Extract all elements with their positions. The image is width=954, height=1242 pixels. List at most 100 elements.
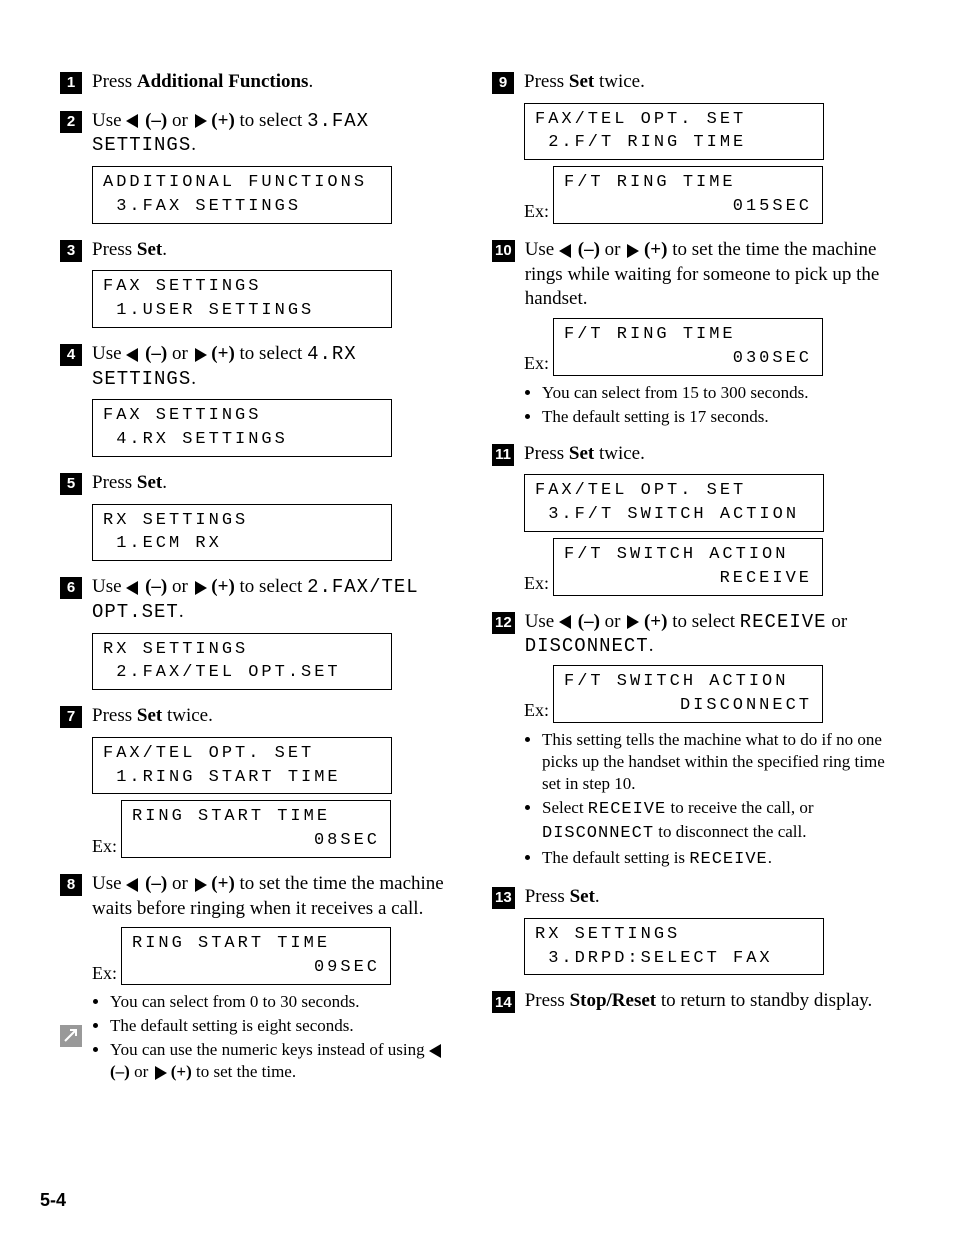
step-9: 9 Press Set twice. FAX/TEL OPT. SET 2.F/… xyxy=(492,70,894,224)
text: to select xyxy=(235,110,307,131)
button-name: Stop/Reset xyxy=(570,990,657,1011)
text: . xyxy=(191,368,196,389)
menu-option: DISCONNECT xyxy=(525,635,649,657)
lcd-display: RING START TIME 08SEC xyxy=(121,800,391,858)
step-6: 6 Use (–) or (+) to select 2.FAX/TEL OPT… xyxy=(60,575,462,690)
text: . xyxy=(191,134,196,155)
lcd-line: RING START TIME xyxy=(132,934,330,953)
text: . xyxy=(308,71,313,92)
text: Select xyxy=(542,798,588,817)
text: or xyxy=(130,1062,153,1081)
page-columns: 1 Press Additional Functions. 2 Use (–) … xyxy=(60,70,894,1097)
step-badge: 5 xyxy=(60,473,82,495)
step-8: 8 Use (–) or (+) to set the time the mac… xyxy=(60,872,462,1083)
step-text: Press Additional Functions. xyxy=(92,70,462,95)
label: (+) xyxy=(211,343,234,364)
button-name: Set xyxy=(137,239,162,260)
label: (+) xyxy=(211,110,234,131)
text: Press xyxy=(524,71,569,92)
lcd-display: F/T RING TIME 015SEC xyxy=(553,166,823,224)
text: Use xyxy=(92,343,126,364)
button-name: Set xyxy=(570,886,595,907)
label: (+) xyxy=(211,873,234,894)
step-badge: 7 xyxy=(60,706,82,728)
example-label: Ex: xyxy=(524,200,549,223)
step-11: 11 Press Set twice. FAX/TEL OPT. SET 3.F… xyxy=(492,442,894,596)
example-label: Ex: xyxy=(92,962,117,985)
left-column: 1 Press Additional Functions. 2 Use (–) … xyxy=(60,70,462,1097)
triangle-right-icon xyxy=(195,348,207,362)
menu-option: RECEIVE xyxy=(588,800,666,819)
notes: This setting tells the machine what to d… xyxy=(524,729,894,872)
step-text: Use (–) or (+) to select RECEIVE or DISC… xyxy=(525,610,894,659)
text: or xyxy=(600,239,625,260)
step-10: 10 Use (–) or (+) to set the time the ma… xyxy=(492,238,894,428)
step-badge: 8 xyxy=(60,874,82,896)
lcd-line: 1.USER SETTINGS xyxy=(103,301,314,320)
lcd-line: 3.DRPD:SELECT FAX xyxy=(535,949,773,968)
lcd-display: FAX/TEL OPT. SET 3.F/T SWITCH ACTION xyxy=(524,474,824,532)
step-text: Use (–) or (+) to select 3.FAX SETTINGS. xyxy=(92,109,462,158)
button-name: Set xyxy=(569,71,594,92)
lcd-line: 1.ECM RX xyxy=(103,534,222,553)
triangle-left-icon xyxy=(126,114,138,128)
step-1: 1 Press Additional Functions. xyxy=(60,70,462,95)
example-label: Ex: xyxy=(92,835,117,858)
lcd-display: ADDITIONAL FUNCTIONS 3.FAX SETTINGS xyxy=(92,166,392,224)
text: twice. xyxy=(594,71,645,92)
note-item: The default setting is eight seconds. xyxy=(110,1015,462,1037)
example-label: Ex: xyxy=(524,699,549,722)
lcd-line: 3.F/T SWITCH ACTION xyxy=(535,505,799,524)
step-badge: 11 xyxy=(492,444,514,466)
text: to receive the call, or xyxy=(666,798,813,817)
step-badge: 1 xyxy=(60,72,82,94)
label: (–) xyxy=(145,343,167,364)
text: or xyxy=(167,343,192,364)
lcd-line: DISCONNECT xyxy=(564,694,812,718)
lcd-display: RX SETTINGS 3.DRPD:SELECT FAX xyxy=(524,918,824,976)
step-badge: 10 xyxy=(492,240,515,262)
text: Use xyxy=(92,576,126,597)
text: or xyxy=(167,110,192,131)
text: to select xyxy=(235,343,307,364)
lcd-line: 2.F/T RING TIME xyxy=(535,133,746,152)
lcd-line: RX SETTINGS xyxy=(535,925,680,944)
note-item: The default setting is RECEIVE. xyxy=(542,847,894,871)
button-name: Additional Functions xyxy=(137,71,309,92)
note-item: Select RECEIVE to receive the call, or D… xyxy=(542,797,894,845)
lcd-line: FAX SETTINGS xyxy=(103,406,261,425)
lcd-line: RECEIVE xyxy=(564,567,812,591)
text: or xyxy=(167,873,192,894)
triangle-left-icon xyxy=(559,615,571,629)
text: Use xyxy=(92,110,126,131)
text: to return to standby display. xyxy=(656,990,872,1011)
step-badge: 3 xyxy=(60,240,82,262)
label: (–) xyxy=(145,873,167,894)
lcd-display: F/T SWITCH ACTION DISCONNECT xyxy=(553,665,823,723)
label: (–) xyxy=(145,110,167,131)
step-text: Press Set. xyxy=(92,238,462,263)
step-text: Use (–) or (+) to select 2.FAX/TEL OPT.S… xyxy=(92,575,462,624)
step-12: 12 Use (–) or (+) to select RECEIVE or D… xyxy=(492,610,894,872)
step-5: 5 Press Set. RX SETTINGS 1.ECM RX xyxy=(60,471,462,561)
step-7: 7 Press Set twice. FAX/TEL OPT. SET 1.RI… xyxy=(60,704,462,858)
note-item: You can select from 15 to 300 seconds. xyxy=(542,382,894,404)
button-name: Set xyxy=(137,705,162,726)
step-text: Press Set twice. xyxy=(524,442,894,467)
step-badge: 13 xyxy=(492,887,515,909)
triangle-left-icon xyxy=(559,244,571,258)
step-text: Press Set twice. xyxy=(524,70,894,95)
step-text: Press Set twice. xyxy=(92,704,462,729)
lcd-line: RX SETTINGS xyxy=(103,640,248,659)
note-item: The default setting is 17 seconds. xyxy=(542,406,894,428)
menu-option: DISCONNECT xyxy=(542,824,654,843)
text: twice. xyxy=(162,705,213,726)
text: . xyxy=(179,601,184,622)
label: (+) xyxy=(211,576,234,597)
text: Use xyxy=(525,611,559,632)
example-label: Ex: xyxy=(524,352,549,375)
page-number: 5-4 xyxy=(40,1189,66,1212)
lcd-display: F/T RING TIME 030SEC xyxy=(553,318,823,376)
text: . xyxy=(162,239,167,260)
step-text: Use (–) or (+) to set the time the machi… xyxy=(525,238,894,312)
